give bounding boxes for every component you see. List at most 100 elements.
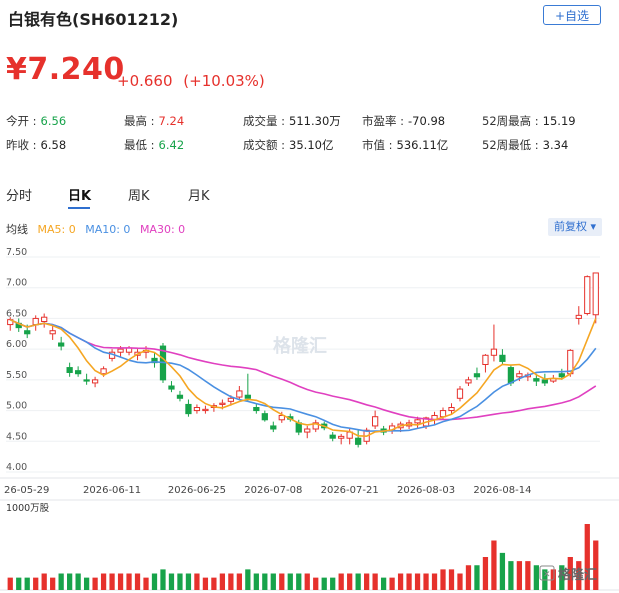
- volume-bar: [330, 577, 336, 590]
- candle-body: [151, 357, 158, 364]
- volume-bar: [92, 577, 98, 590]
- stat-volume: 成交量 :511.30万: [243, 114, 341, 128]
- candle-body: [439, 410, 447, 418]
- stat-52w-low: 52周最低 :3.34: [482, 138, 569, 152]
- candle-body: [41, 316, 48, 323]
- candle-body: [91, 379, 99, 384]
- volume-bar: [457, 573, 463, 590]
- candle-body: [456, 388, 464, 399]
- candle-body: [516, 373, 523, 378]
- volume-bar: [499, 552, 506, 590]
- stat-pe: 市盈率 : -70.98: [362, 114, 446, 128]
- ma5-legend: MA5: 0: [37, 223, 76, 236]
- volume-bar: [397, 573, 404, 590]
- candle-body: [329, 434, 336, 439]
- volume-bar: [465, 565, 472, 590]
- stat-low: 最低 :6.42: [124, 138, 185, 152]
- volume-bar: [355, 573, 361, 590]
- candle-body: [363, 429, 370, 442]
- volume-bar: [100, 573, 107, 590]
- volume-bar: [228, 573, 234, 590]
- volume-bar: [533, 565, 539, 590]
- ma-legend: 均线 MA5: 0 MA10: 0 MA30: 0: [6, 221, 191, 237]
- volume-bar: [24, 577, 30, 590]
- volume-bar: [440, 569, 446, 590]
- adjust-mode-dropdown[interactable]: 前复权 ▾: [548, 218, 602, 236]
- volume-bar: [296, 573, 302, 590]
- ma10-legend: MA10: 0: [85, 223, 131, 236]
- volume-bar: [143, 577, 149, 590]
- candle-body: [32, 317, 39, 326]
- candle-body: [338, 435, 345, 439]
- volume-bar: [253, 573, 259, 590]
- volume-bar: [219, 573, 226, 590]
- tab-daily[interactable]: 日K: [68, 189, 92, 204]
- volume-bar: [279, 573, 285, 590]
- candle-body: [66, 367, 73, 373]
- stat-52w-high: 52周最高 :15.19: [482, 114, 576, 128]
- candle-body: [592, 272, 599, 316]
- price-change: +0.660 (+10.03%): [117, 72, 265, 90]
- candle-body: [168, 385, 175, 390]
- volume-bar: [584, 524, 590, 590]
- candle-body: [414, 419, 421, 424]
- volume-bar: [550, 569, 556, 590]
- candle-body: [125, 347, 133, 353]
- candle-body: [193, 407, 201, 412]
- candle-body: [24, 330, 31, 335]
- volume-bar: [567, 557, 573, 590]
- candle-body: [405, 422, 413, 427]
- candle-body: [176, 394, 184, 399]
- x-tick-label: 2026-08-14: [473, 485, 531, 496]
- brand-logo-text: 格隆汇: [558, 567, 597, 583]
- candle-body: [49, 330, 56, 335]
- stat-turnover: 成交额 :35.10亿: [243, 138, 334, 152]
- candle-body: [108, 351, 116, 359]
- candle-body: [236, 390, 243, 398]
- volume-bar: [50, 577, 56, 590]
- candle-body: [244, 394, 251, 399]
- candle-body: [202, 408, 209, 412]
- volume-bar: [423, 573, 429, 590]
- volume-bar: [406, 573, 412, 590]
- candle-body: [295, 422, 302, 433]
- volume-bar: [414, 573, 421, 590]
- volume-bars: [7, 524, 599, 590]
- x-tick-label: 2026-06-25: [168, 485, 226, 496]
- candle-body: [321, 423, 328, 429]
- y-tick-label: 6.50: [6, 308, 27, 319]
- watermark: 格隆汇: [273, 335, 327, 357]
- volume-bar: [380, 577, 387, 590]
- candle-body: [117, 348, 124, 353]
- tab-monthly[interactable]: 月K: [188, 189, 210, 204]
- stat-prev-close: 昨收 :6.58: [6, 138, 67, 152]
- volume-bar: [347, 573, 353, 590]
- candles: [7, 272, 599, 448]
- candle-body: [210, 405, 218, 408]
- tab-intraday[interactable]: 分时: [6, 189, 33, 204]
- active-tab-indicator: [68, 207, 90, 209]
- volume-bar: [372, 573, 378, 590]
- volume-bar: [83, 577, 90, 590]
- y-tick-label: 5.50: [6, 370, 27, 381]
- volume-bar: [41, 573, 47, 590]
- candle-body: [142, 349, 150, 353]
- volume-bar: [287, 573, 293, 590]
- candle-body: [261, 413, 268, 421]
- volume-bar: [304, 573, 310, 590]
- volume-bar: [448, 569, 455, 590]
- volume-bar: [482, 557, 489, 590]
- candle-body: [465, 379, 472, 384]
- chevron-down-icon: ▾: [590, 220, 597, 233]
- volume-bar: [431, 573, 438, 590]
- volume-bar: [270, 573, 276, 590]
- candle-body: [185, 403, 192, 415]
- tab-weekly[interactable]: 周K: [128, 189, 150, 204]
- volume-bar: [516, 561, 523, 590]
- volume-bar: [593, 540, 599, 590]
- add-to-watchlist-button[interactable]: +自选: [543, 5, 601, 25]
- candle-body: [287, 416, 294, 420]
- stat-open: 今开 :6.56: [6, 114, 67, 128]
- candle-body: [312, 422, 319, 430]
